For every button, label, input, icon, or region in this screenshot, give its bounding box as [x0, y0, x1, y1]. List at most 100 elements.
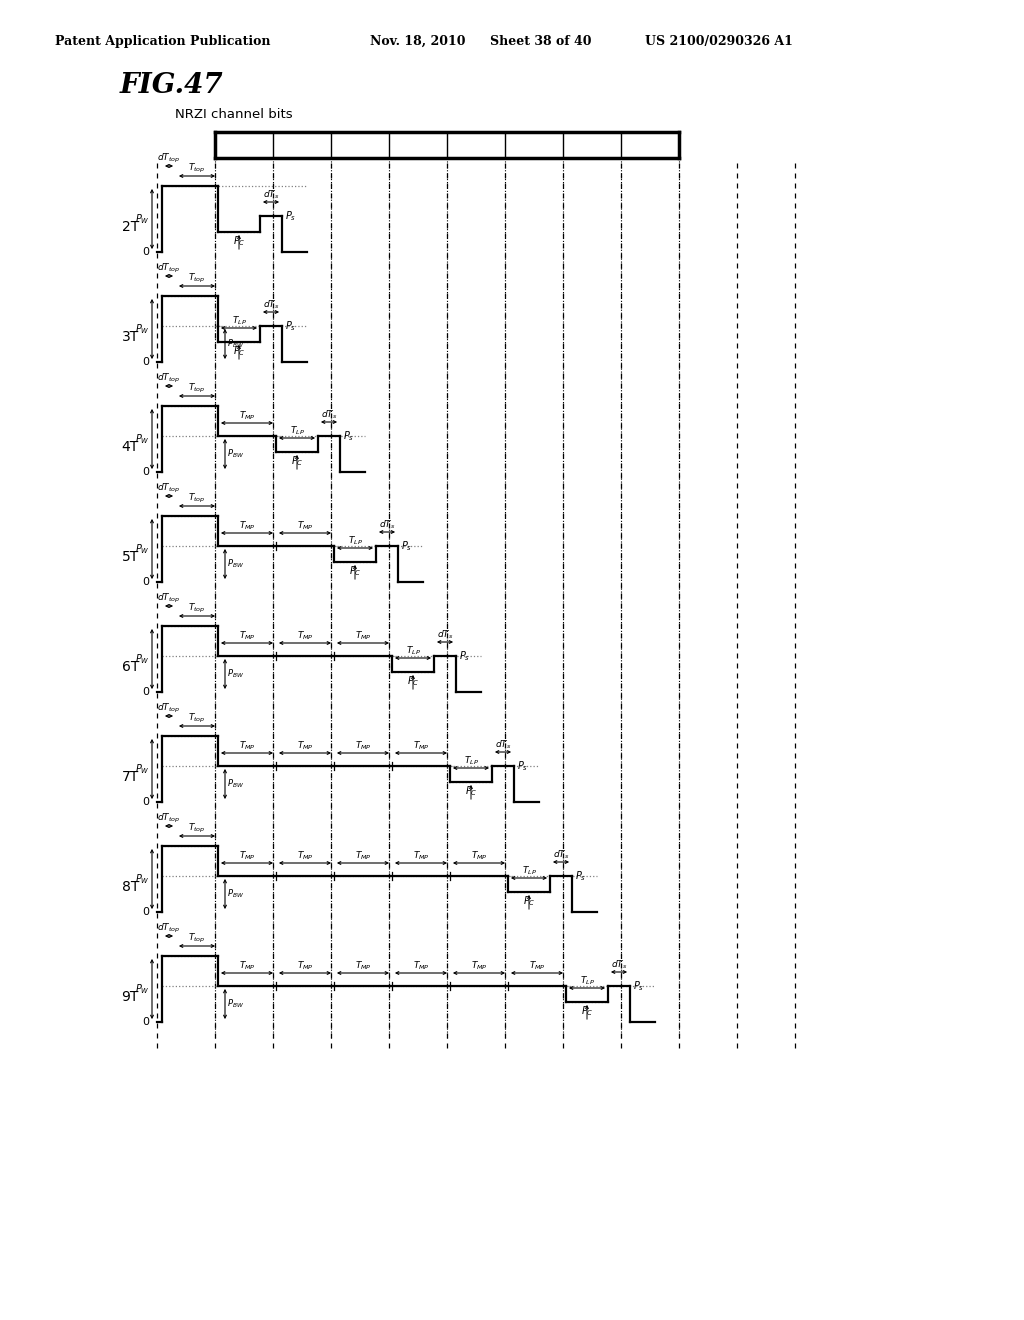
Text: 0: 0 [142, 1016, 150, 1027]
Text: $T_{MP}$: $T_{MP}$ [239, 739, 255, 752]
Text: $dT_{top}$: $dT_{top}$ [158, 812, 180, 825]
Text: $T_{MP}$: $T_{MP}$ [239, 409, 255, 422]
Text: $P_W$: $P_W$ [135, 322, 150, 335]
Text: $P_C$: $P_C$ [232, 234, 246, 248]
Text: $P_s$: $P_s$ [459, 649, 470, 663]
Text: $P_C$: $P_C$ [291, 454, 303, 467]
Text: 7T: 7T [526, 139, 542, 152]
Text: $P_{BW}$: $P_{BW}$ [227, 998, 244, 1010]
Text: $T_{LP}$: $T_{LP}$ [464, 755, 478, 767]
Text: $T_{MP}$: $T_{MP}$ [297, 850, 313, 862]
Text: $P_s$: $P_s$ [285, 209, 296, 223]
Text: Nov. 18, 2010: Nov. 18, 2010 [370, 36, 466, 48]
Text: 4T: 4T [352, 139, 368, 152]
Text: $P_C$: $P_C$ [349, 564, 361, 578]
Text: $P_W$: $P_W$ [135, 873, 150, 886]
Text: $dT_s$: $dT_s$ [610, 958, 627, 972]
Text: $P_{BW}$: $P_{BW}$ [227, 447, 244, 461]
Text: $T_{MP}$: $T_{MP}$ [297, 960, 313, 972]
Text: $T_{MP}$: $T_{MP}$ [354, 739, 372, 752]
Text: 0: 0 [142, 356, 150, 367]
Text: $P_{BW}$: $P_{BW}$ [227, 888, 244, 900]
Text: Sheet 38 of 40: Sheet 38 of 40 [490, 36, 592, 48]
Text: $T_{top}$: $T_{top}$ [188, 711, 206, 725]
Text: $dT_{top}$: $dT_{top}$ [158, 921, 180, 935]
Text: 2T: 2T [237, 139, 252, 152]
Text: $dT_{top}$: $dT_{top}$ [158, 591, 180, 605]
Text: $dT_s$: $dT_s$ [263, 298, 280, 312]
Text: $dT_s$: $dT_s$ [379, 519, 395, 531]
Text: $T_{top}$: $T_{top}$ [188, 272, 206, 285]
Text: 8T: 8T [584, 139, 600, 152]
Text: Patent Application Publication: Patent Application Publication [55, 36, 270, 48]
Text: $P_C$: $P_C$ [407, 675, 419, 688]
Text: $T_{MP}$: $T_{MP}$ [297, 739, 313, 752]
Text: $T_{LP}$: $T_{LP}$ [347, 535, 362, 546]
Text: $dT_s$: $dT_s$ [495, 738, 511, 751]
Text: 7T: 7T [122, 770, 139, 784]
Text: $T_{MP}$: $T_{MP}$ [239, 630, 255, 642]
Text: $T_{MP}$: $T_{MP}$ [354, 960, 372, 972]
Text: 5T: 5T [411, 139, 426, 152]
Text: $T_{MP}$: $T_{MP}$ [239, 520, 255, 532]
Text: $T_{MP}$: $T_{MP}$ [239, 850, 255, 862]
Text: $T_{MP}$: $T_{MP}$ [239, 960, 255, 972]
Text: 0: 0 [142, 686, 150, 697]
Text: $P_C$: $P_C$ [232, 345, 246, 358]
Text: US 2100/0290326 A1: US 2100/0290326 A1 [645, 36, 793, 48]
Text: $T_{MP}$: $T_{MP}$ [471, 960, 487, 972]
Text: $T_{top}$: $T_{top}$ [188, 602, 206, 615]
Text: 2T: 2T [122, 220, 139, 234]
Text: $P_W$: $P_W$ [135, 432, 150, 446]
Text: $dT_{top}$: $dT_{top}$ [158, 372, 180, 385]
Text: 6T: 6T [122, 660, 139, 675]
Text: $P_C$: $P_C$ [581, 1005, 593, 1018]
Text: $P_{BW}$: $P_{BW}$ [227, 668, 244, 680]
Text: $P_C$: $P_C$ [522, 894, 536, 908]
Text: $T_{LP}$: $T_{LP}$ [290, 425, 304, 437]
Text: $T_{LP}$: $T_{LP}$ [580, 974, 594, 987]
Text: 0: 0 [142, 797, 150, 807]
Text: $T_{MP}$: $T_{MP}$ [354, 630, 372, 642]
Text: $T_{MP}$: $T_{MP}$ [413, 739, 429, 752]
Text: $T_{MP}$: $T_{MP}$ [528, 960, 546, 972]
Text: $P_{BW}$: $P_{BW}$ [227, 338, 244, 350]
Text: $T_{top}$: $T_{top}$ [188, 932, 206, 945]
Text: $dT_{top}$: $dT_{top}$ [158, 152, 180, 165]
Text: $T_{MP}$: $T_{MP}$ [471, 850, 487, 862]
Text: $dT_{top}$: $dT_{top}$ [158, 261, 180, 275]
Text: 0: 0 [142, 247, 150, 257]
Text: $dT_s$: $dT_s$ [437, 628, 454, 642]
Text: 0: 0 [142, 577, 150, 587]
Text: $P_W$: $P_W$ [135, 652, 150, 665]
Text: $P_C$: $P_C$ [465, 784, 477, 797]
Text: 6T: 6T [468, 139, 483, 152]
Text: $T_{MP}$: $T_{MP}$ [413, 850, 429, 862]
Text: $dT_s$: $dT_s$ [263, 189, 280, 201]
Text: $P_{BW}$: $P_{BW}$ [227, 558, 244, 570]
Text: $P_s$: $P_s$ [517, 759, 528, 774]
Text: $T_{top}$: $T_{top}$ [188, 381, 206, 395]
Text: $T_{top}$: $T_{top}$ [188, 492, 206, 506]
Text: $T_{MP}$: $T_{MP}$ [297, 520, 313, 532]
Text: 0: 0 [142, 467, 150, 477]
Text: NRZI channel bits: NRZI channel bits [175, 108, 293, 121]
Text: 8T: 8T [122, 880, 139, 894]
Text: $dT_s$: $dT_s$ [321, 408, 337, 421]
Text: 4T: 4T [122, 440, 139, 454]
Text: FIG.47: FIG.47 [120, 73, 223, 99]
Text: 5T: 5T [122, 550, 139, 564]
Text: $T_{top}$: $T_{top}$ [188, 162, 206, 176]
Text: 0: 0 [142, 907, 150, 917]
Text: $P_s$: $P_s$ [343, 429, 354, 444]
Text: $dT_{top}$: $dT_{top}$ [158, 702, 180, 715]
Text: $P_s$: $P_s$ [401, 539, 413, 553]
Text: $T_{MP}$: $T_{MP}$ [297, 630, 313, 642]
Text: $P_W$: $P_W$ [135, 982, 150, 995]
Text: $P_W$: $P_W$ [135, 213, 150, 226]
Text: $T_{LP}$: $T_{LP}$ [521, 865, 537, 876]
Text: $P_W$: $P_W$ [135, 543, 150, 556]
Bar [215, 132, 679, 158]
Text: $P_W$: $P_W$ [135, 762, 150, 776]
Text: $T_{LP}$: $T_{LP}$ [406, 644, 421, 657]
